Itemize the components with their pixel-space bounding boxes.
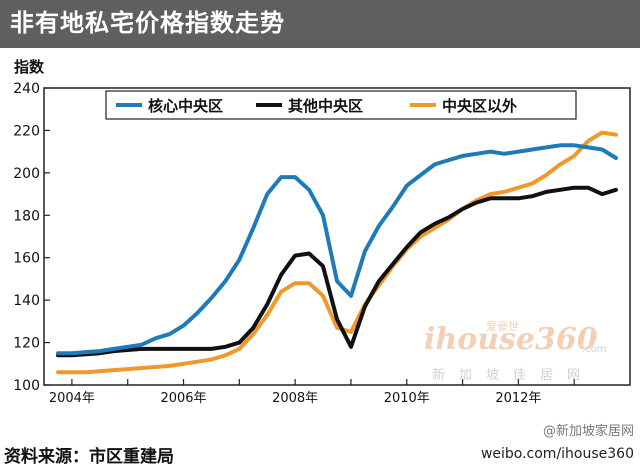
- plot-area: [43, 87, 631, 386]
- y-tick-label: 140: [13, 293, 40, 309]
- x-tick-label: 2012年: [495, 391, 541, 406]
- legend-label: 其他中央区: [288, 97, 363, 115]
- y-axis-label: 指数: [14, 58, 45, 76]
- legend-box: [105, 90, 577, 120]
- legend-label: 中央区以外: [442, 97, 517, 115]
- legend-label: 核心中央区: [148, 97, 223, 115]
- y-tick-label: 200: [13, 166, 40, 182]
- x-tick-label: 2006年: [160, 391, 206, 406]
- y-tick-label: 180: [13, 208, 40, 224]
- series-line-2: [56, 130, 618, 375]
- y-tick-label: 100: [13, 378, 40, 394]
- watermark-logo: ihouse360: [424, 322, 598, 357]
- series-line-0: [56, 143, 618, 356]
- y-tick-label: 220: [13, 123, 40, 139]
- x-tick-label: 2008年: [272, 391, 318, 406]
- x-tick-label: 2004年: [49, 391, 95, 406]
- watermark: 爱豪世 ihouse360 .com 新加坡佳居网: [424, 318, 619, 388]
- weibo-url: weibo.com/ihouse360: [480, 446, 634, 462]
- watermark-subtitle: 新加坡佳居网: [432, 368, 595, 383]
- weibo-handle: @新加坡家居网: [542, 424, 634, 439]
- y-tick-label: 160: [13, 251, 40, 267]
- y-tick-label: 120: [13, 336, 40, 352]
- series-line-1: [56, 185, 618, 358]
- watermark-tagline: 爱豪世: [486, 320, 519, 333]
- data-source: 资料来源：市区重建局: [4, 447, 174, 467]
- y-tick-label: 240: [13, 81, 40, 97]
- x-tick-label: 2010年: [384, 391, 430, 406]
- watermark-domain: .com: [582, 344, 607, 355]
- chart-title: 非有地私宅价格指数走势: [10, 9, 285, 37]
- header-bar: 非有地私宅价格指数走势: [0, 0, 640, 48]
